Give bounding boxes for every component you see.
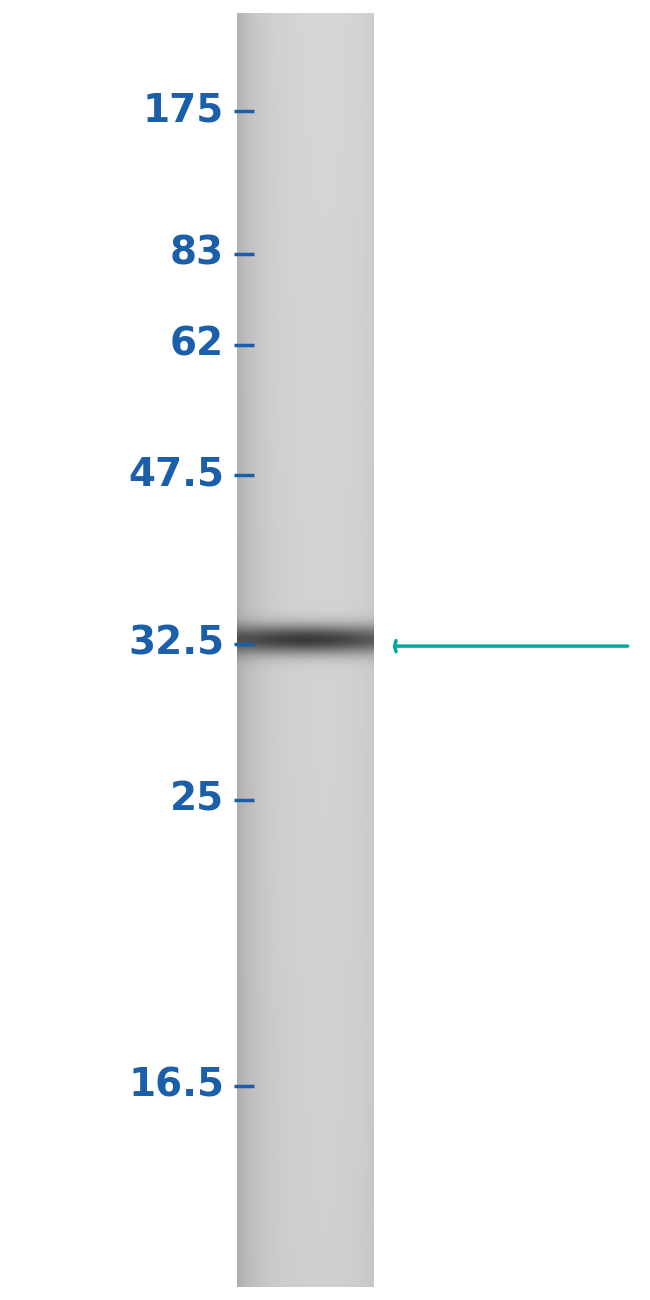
Text: 32.5: 32.5 <box>128 624 224 663</box>
Text: 47.5: 47.5 <box>128 455 224 494</box>
Text: 175: 175 <box>143 91 224 130</box>
Text: 83: 83 <box>170 234 224 273</box>
Text: 25: 25 <box>170 780 224 819</box>
Text: 16.5: 16.5 <box>128 1066 224 1105</box>
Text: 62: 62 <box>170 325 224 364</box>
